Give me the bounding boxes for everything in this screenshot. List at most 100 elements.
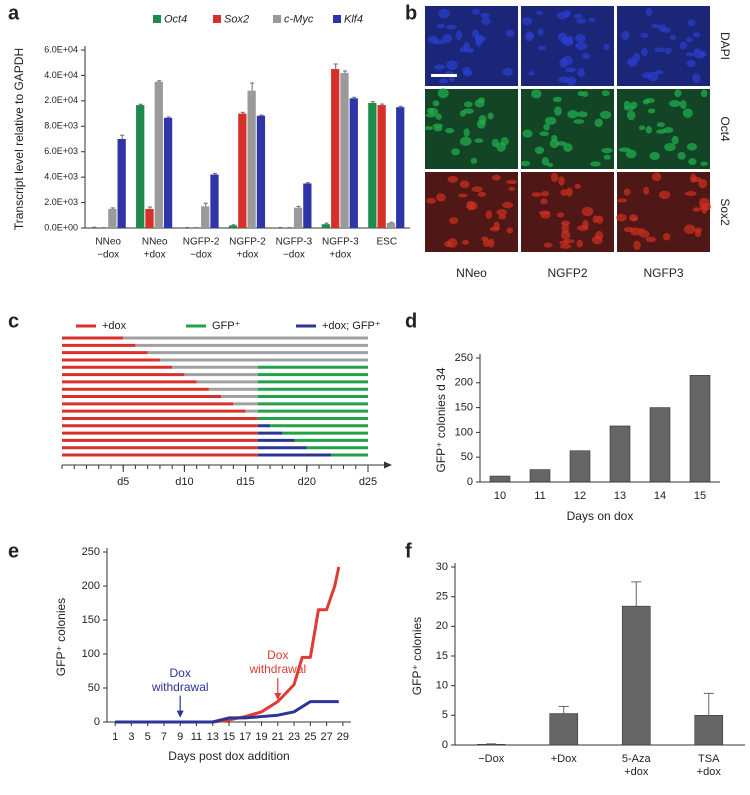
nucleus [626, 110, 636, 121]
y-tick-label: 150 [455, 402, 473, 414]
x-tick-label: −dox [283, 250, 305, 261]
nucleus [543, 123, 550, 131]
row-label: Sox2 [718, 198, 732, 226]
nucleus [560, 220, 571, 226]
bar [386, 222, 396, 228]
nucleus [552, 96, 562, 103]
nucleus [556, 212, 565, 218]
nucleus [491, 174, 501, 181]
y-axis-label: GFP⁺ colonies d 34 [434, 367, 448, 472]
nucleus [575, 18, 587, 24]
nucleus [625, 149, 637, 159]
legend-swatch [153, 15, 161, 23]
bar [621, 605, 651, 746]
nucleus [669, 99, 681, 108]
nucleus [546, 162, 554, 167]
y-tick-label: 200 [82, 580, 100, 592]
x-tick-label: +dox [624, 766, 649, 778]
nucleus [692, 32, 701, 38]
nucleus [500, 137, 509, 146]
image-tint [617, 172, 710, 252]
nucleus [698, 50, 707, 57]
nucleus [463, 101, 473, 108]
x-tick-label: 21 [272, 731, 284, 743]
nucleus [677, 151, 686, 160]
nucleus [446, 60, 458, 71]
nucleus [684, 224, 696, 235]
nucleus [662, 127, 674, 134]
nucleus [582, 52, 590, 60]
y-tick-label: 0.0E+00 [44, 222, 78, 232]
bar [117, 139, 126, 228]
y-tick-label: 2.0E+03 [44, 197, 78, 207]
nucleus [537, 28, 544, 36]
axis-arrow [384, 461, 392, 469]
nucleus [577, 68, 585, 78]
nucleus [554, 106, 562, 116]
nucleus [692, 207, 701, 212]
y-tick-label: 4.0E+03 [44, 172, 78, 182]
bar [340, 72, 349, 228]
bar [108, 208, 117, 228]
y-tick-label: 0 [94, 716, 100, 728]
bar [476, 744, 506, 746]
nucleus [446, 24, 457, 30]
nucleus [645, 125, 653, 134]
nucleus [437, 88, 449, 99]
x-tick-label: 23 [288, 731, 300, 743]
x-tick-label: 14 [654, 490, 666, 502]
nucleus [575, 33, 586, 43]
nucleus [662, 27, 671, 33]
nucleus [664, 47, 672, 55]
nucleus [538, 210, 551, 215]
nucleus [560, 189, 568, 196]
nucleus [435, 113, 442, 120]
nucleus [470, 157, 478, 164]
image-tint [521, 89, 614, 169]
nucleus [485, 210, 493, 219]
nucleus [633, 240, 641, 251]
bar [609, 425, 631, 483]
nucleus [591, 235, 603, 245]
y-tick-label: 100 [82, 648, 100, 660]
nucleus [574, 183, 581, 189]
bar [293, 207, 303, 228]
nucleus [627, 57, 638, 68]
nucleus [550, 172, 559, 182]
x-tick-label: NGFP-2 [229, 237, 266, 248]
nucleus [566, 76, 577, 86]
x-tick-label: 25 [304, 731, 316, 743]
nucleus [459, 136, 472, 146]
column-label: NGFP3 [643, 266, 683, 280]
bar [549, 713, 579, 746]
nucleus [502, 68, 514, 76]
nucleus [447, 175, 459, 183]
y-tick-label: 20 [436, 620, 448, 632]
x-tick-label: +Dox [551, 753, 577, 765]
annotation-text: Dox [267, 648, 288, 662]
nucleus [669, 35, 677, 41]
nucleus [442, 34, 453, 43]
x-tick-label: 7 [161, 731, 167, 743]
nucleus [662, 232, 671, 241]
nucleus [544, 116, 557, 125]
x-tick-label: 11 [191, 731, 202, 743]
y-tick-label: 4.0E+04 [44, 70, 78, 80]
nucleus [638, 125, 646, 131]
nucleus [658, 190, 671, 200]
x-tick-label: 29 [337, 731, 349, 743]
nucleus [432, 123, 444, 128]
annotation-arrowhead [176, 710, 184, 718]
nucleus [686, 59, 696, 68]
nucleus [429, 107, 439, 116]
bar [228, 225, 238, 228]
nucleus [474, 99, 485, 108]
nucleus [471, 186, 483, 193]
nucleus [549, 139, 560, 149]
x-tick-label: d10 [175, 476, 193, 488]
bar [238, 113, 247, 228]
y-axis-label: Transcript level relative to GAPDH [12, 48, 26, 230]
nucleus [447, 238, 458, 248]
nucleus [531, 192, 542, 197]
x-tick-label: 5-Aza [622, 753, 652, 765]
